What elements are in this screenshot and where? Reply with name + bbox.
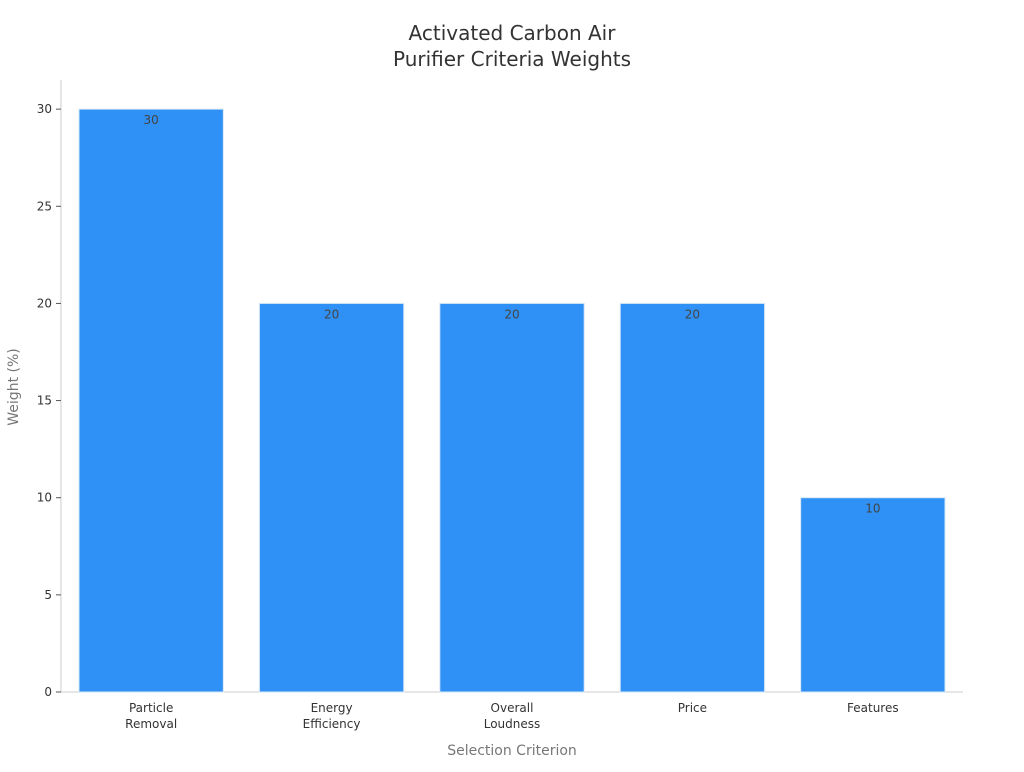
- bar-value-label: 20: [685, 307, 700, 321]
- x-tick-label: Overall Loudness: [484, 701, 541, 731]
- bar: [258, 302, 405, 693]
- y-tick-label: 10: [37, 491, 52, 505]
- bar-value-label: 20: [324, 307, 339, 321]
- bar: [800, 497, 946, 693]
- x-tick-label: Energy Efficiency: [303, 701, 361, 731]
- y-tick-label: 5: [44, 588, 52, 602]
- y-tick-label: 30: [37, 102, 52, 116]
- bar-value-label: 10: [865, 502, 880, 516]
- y-tick-label: 25: [37, 199, 52, 213]
- y-tick-label: 15: [37, 394, 52, 408]
- x-tick-label: Features: [847, 701, 899, 715]
- data-labels: 30 20 20 20 10: [144, 113, 881, 516]
- y-axis-label: Weight (%): [6, 348, 22, 425]
- x-tick-labels: Particle Removal Energy Efficiency Overall Lo…: [125, 701, 898, 731]
- y-tick-label: 20: [37, 296, 52, 310]
- bar: [619, 302, 766, 693]
- bar-value-label: 20: [504, 307, 519, 321]
- y-tick-labels: 0 5 10 15 20 25 30: [37, 102, 61, 699]
- bar: [78, 108, 224, 693]
- y-tick-label: 0: [44, 685, 52, 699]
- x-axis-label: Selection Criterion: [447, 743, 577, 759]
- chart-title-line: Activated Carbon Air: [409, 21, 617, 45]
- chart-title-line: Purifier Criteria Weights: [393, 47, 631, 71]
- bar-value-label: 30: [144, 113, 159, 127]
- bars: [78, 108, 946, 693]
- x-tick-label: Price: [678, 701, 707, 715]
- x-tick-label: Particle Removal: [125, 701, 177, 731]
- bar: [439, 302, 585, 693]
